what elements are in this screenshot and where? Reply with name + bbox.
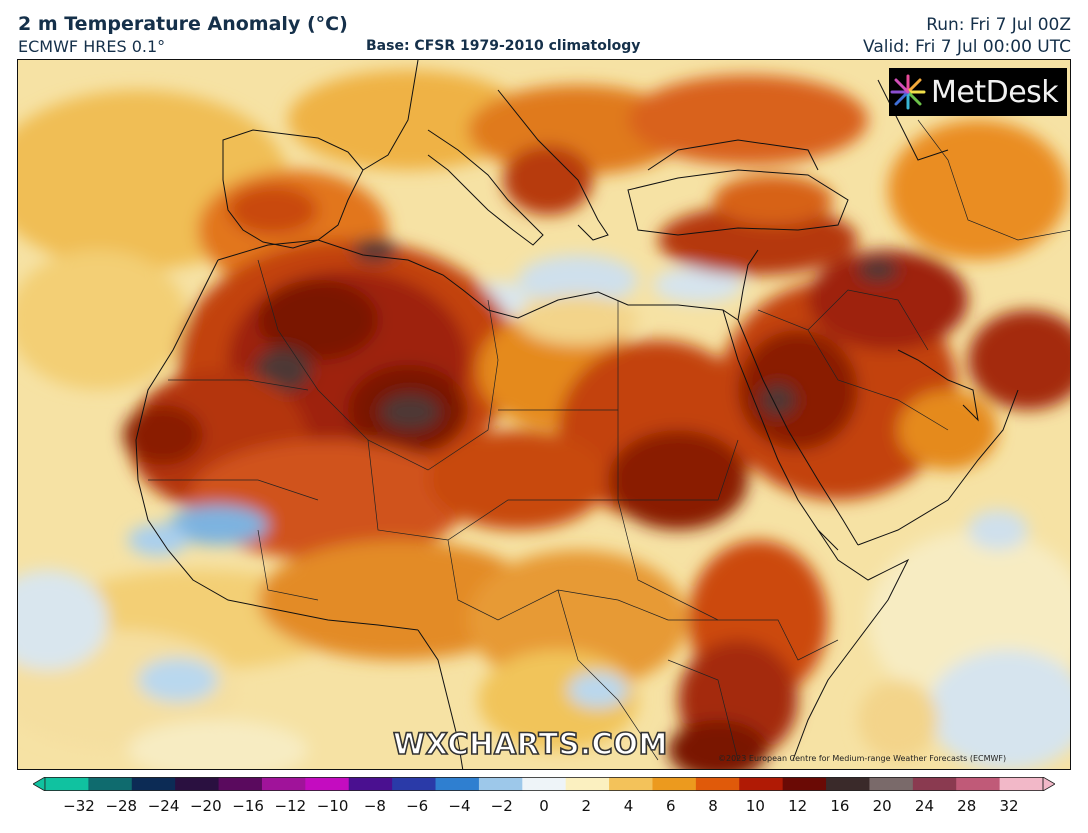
colorbar-tick-label: 0 <box>539 797 549 815</box>
colorbar-segment <box>348 777 393 791</box>
colorbar-segment <box>392 777 437 791</box>
climatology-base-label: Base: CFSR 1979-2010 climatology <box>366 38 641 54</box>
colorbar-frame <box>44 777 1044 791</box>
colorbar-segment <box>956 777 1001 791</box>
colorbar-segment <box>695 777 740 791</box>
run-time-label: Run: Fri 7 Jul 00Z <box>926 15 1071 35</box>
colorbar-tick-label: 20 <box>872 797 892 815</box>
colorbar-tick-label: −8 <box>363 797 386 815</box>
colorbar-tick-label: 24 <box>914 797 934 815</box>
colorbar-segment <box>652 777 697 791</box>
colorbar-segment <box>175 777 220 791</box>
valid-time-label: Valid: Fri 7 Jul 00:00 UTC <box>863 37 1071 57</box>
temperature-anomaly-map[interactable] <box>17 59 1071 770</box>
colorbar-segment <box>218 777 263 791</box>
colorbar-tick-label: −16 <box>232 797 264 815</box>
colorbar-min-arrow <box>33 777 46 791</box>
colorbar-tick-label: 28 <box>957 797 977 815</box>
colorbar-segment <box>826 777 871 791</box>
colorbar-tick-label: 12 <box>788 797 808 815</box>
colorbar-segment <box>782 777 827 791</box>
colorbar-segment <box>131 777 176 791</box>
ecmwf-credit: ©2023 European Centre for Medium-range W… <box>718 754 1007 763</box>
colorbar <box>33 777 1055 791</box>
country-borders <box>148 119 1070 761</box>
colorbar-segment <box>435 777 480 791</box>
colorbar-segment <box>869 777 914 791</box>
colorbar-tick-label: −20 <box>189 797 222 815</box>
colorbar-segment <box>609 777 654 791</box>
colorbar-tick-label: 16 <box>830 797 850 815</box>
colorbar-tick-label: −10 <box>316 797 349 815</box>
logo-text: MetDesk <box>931 74 1059 110</box>
colorbar-tick-label: −12 <box>274 797 307 815</box>
chart-title: 2 m Temperature Anomaly (°C) <box>18 13 348 35</box>
colorbar-segment <box>522 777 567 791</box>
coastlines <box>135 60 1019 769</box>
watermark: WXCHARTS.COM <box>392 726 668 762</box>
colorbar-segment <box>912 777 957 791</box>
colorbar-tick-label: −24 <box>147 797 180 815</box>
colorbar-tick-label: −6 <box>406 797 429 815</box>
colorbar-tick-label: −28 <box>105 797 138 815</box>
colorbar-tick-label: 6 <box>666 797 676 815</box>
colorbar-tick-label: −2 <box>490 797 513 815</box>
metdesk-logo: MetDesk <box>889 68 1067 116</box>
map-canvas <box>18 60 1070 769</box>
colorbar-tick-label: 2 <box>581 797 592 815</box>
colorbar-segment <box>999 777 1044 791</box>
anomaly-field <box>18 70 1070 769</box>
model-label: ECMWF HRES 0.1° <box>18 37 166 56</box>
metdesk-starburst-icon <box>890 74 926 110</box>
colorbar-tick-label: −4 <box>448 797 471 815</box>
colorbar-tick-label: 32 <box>999 797 1019 815</box>
colorbar-segment <box>478 777 523 791</box>
colorbar-max-arrow <box>1042 777 1055 791</box>
colorbar-tick-label: −32 <box>63 797 95 815</box>
colorbar-tick-label: 4 <box>623 797 634 815</box>
colorbar-tick-label: 8 <box>708 797 718 815</box>
colorbar-segment <box>305 777 350 791</box>
colorbar-segment <box>565 777 610 791</box>
colorbar-segment <box>88 777 133 791</box>
colorbar-tick-label: 10 <box>745 797 765 815</box>
colorbar-segment <box>261 777 306 791</box>
colorbar-segment <box>739 777 784 791</box>
colorbar-segment <box>45 777 89 791</box>
